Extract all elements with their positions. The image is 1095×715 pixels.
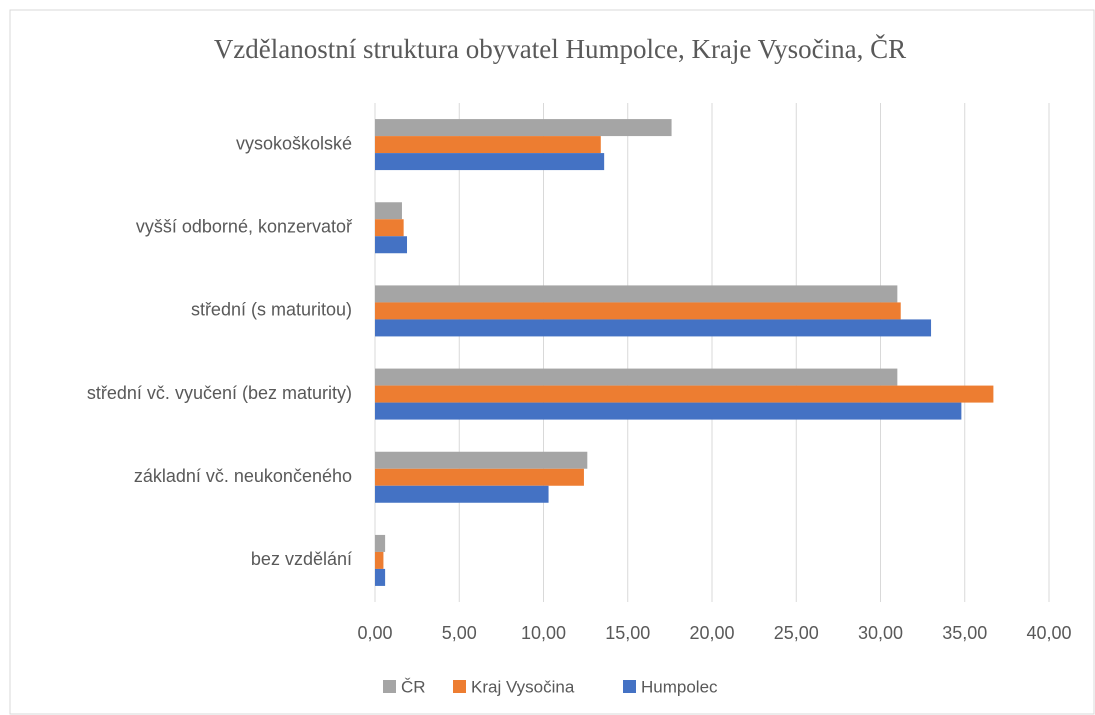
bar: [375, 119, 672, 137]
legend-swatch: [453, 680, 466, 693]
x-tick-label: 20,00: [689, 623, 734, 643]
bar: [375, 534, 386, 552]
y-tick-label: střední (s maturitou): [191, 300, 352, 320]
y-tick-label: bez vzdělání: [251, 549, 352, 569]
bar: [375, 219, 404, 237]
x-tick-label: 0,00: [357, 623, 392, 643]
bar: [375, 302, 901, 320]
x-tick-label: 35,00: [942, 623, 987, 643]
bar: [375, 285, 898, 303]
x-tick-label: 15,00: [605, 623, 650, 643]
bar: [375, 153, 605, 171]
legend-label: Kraj Vysočina: [471, 677, 575, 696]
chart-title: Vzdělanostní struktura obyvatel Humpolce…: [214, 34, 906, 64]
x-tick-label: 10,00: [521, 623, 566, 643]
bar: [375, 136, 601, 154]
y-tick-label: vysokoškolské: [236, 133, 352, 153]
bar: [375, 368, 898, 386]
legend-label: Humpolec: [641, 677, 718, 696]
x-tick-label: 30,00: [858, 623, 903, 643]
y-tick-label: základní vč. neukončeného: [134, 466, 352, 486]
x-tick-label: 25,00: [774, 623, 819, 643]
x-tick-label: 40,00: [1026, 623, 1071, 643]
bar: [375, 385, 994, 403]
bar: [375, 202, 402, 220]
bar: [375, 568, 386, 586]
y-tick-label: vyšší odborné, konzervatoř: [136, 217, 353, 237]
bar: [375, 451, 588, 469]
x-tick-label: 5,00: [442, 623, 477, 643]
chart-frame: [9, 9, 1095, 715]
bar: [375, 485, 549, 503]
bar: [375, 236, 408, 254]
bar: [375, 319, 932, 337]
bar: [375, 468, 584, 486]
legend-swatch: [623, 680, 636, 693]
y-tick-label: střední vč. vyučení (bez maturity): [87, 383, 352, 403]
bar: [375, 551, 384, 569]
legend-swatch: [383, 680, 396, 693]
bar: [375, 402, 962, 420]
legend-label: ČR: [401, 677, 426, 696]
